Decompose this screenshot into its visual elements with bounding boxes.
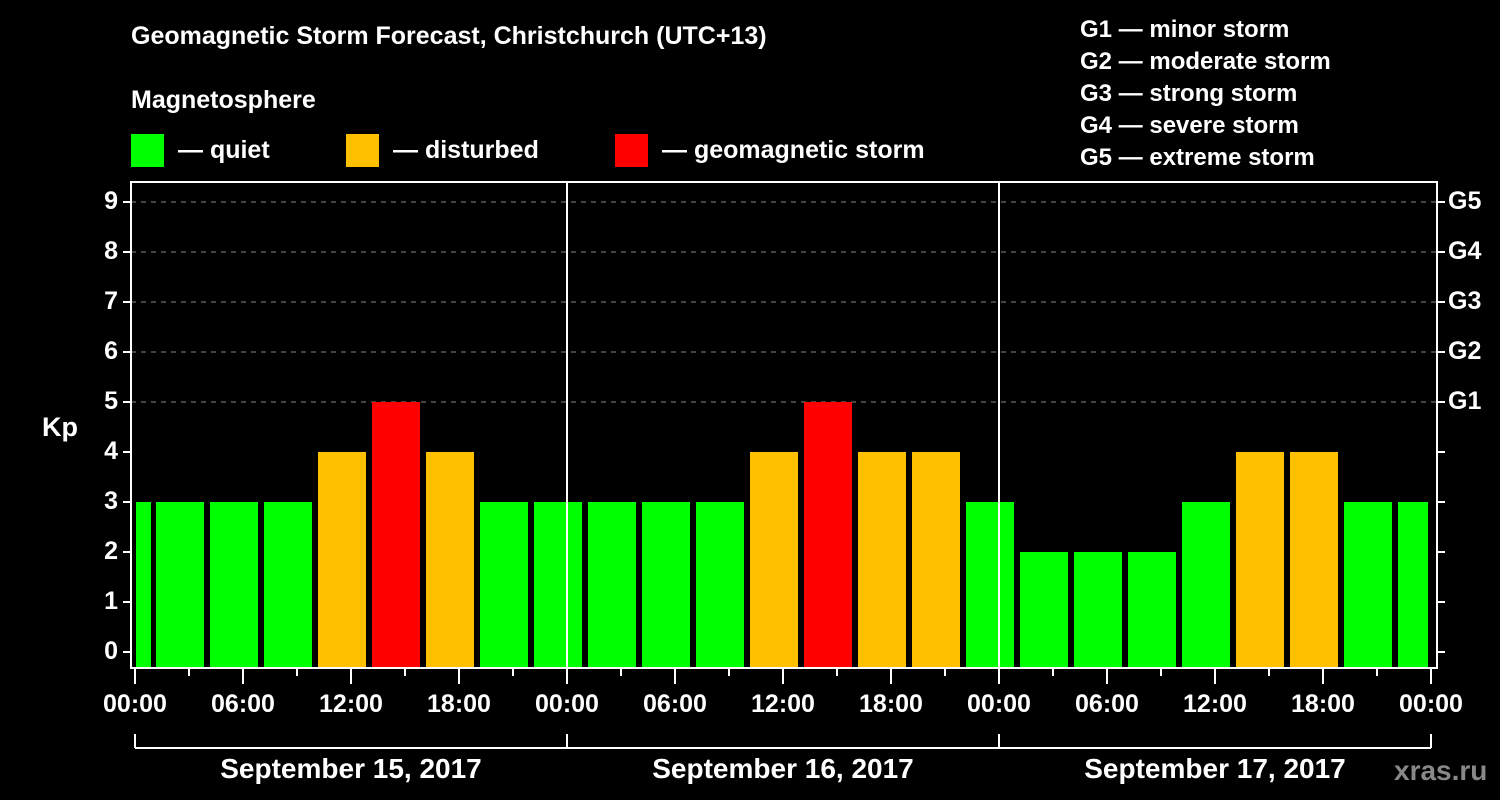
kp-bar <box>136 502 151 667</box>
x-tick-label: 00:00 <box>1399 690 1463 718</box>
storm-scale-g5: G5 — extreme storm <box>1080 144 1315 171</box>
storm-swatch <box>615 133 648 167</box>
y-tick-label: 2 <box>104 537 118 565</box>
kp-bar <box>534 502 582 667</box>
kp-bar <box>480 502 528 667</box>
storm-scale-g4: G4 — severe storm <box>1080 112 1299 139</box>
kp-bar <box>426 452 474 667</box>
kp-bar <box>750 452 798 667</box>
storm-scale-legend: G1 — minor storm G2 — moderate storm G3 … <box>1080 14 1331 174</box>
y-tick-label: 1 <box>104 587 118 615</box>
y-tick-label: 9 <box>104 187 118 215</box>
g-scale-label: G1 <box>1448 387 1482 415</box>
kp-bar <box>1290 452 1338 667</box>
y-tick-label: 8 <box>104 237 118 265</box>
chart-title: Geomagnetic Storm Forecast, Christchurch… <box>131 22 767 50</box>
kp-bar <box>966 502 1014 667</box>
kp-bar <box>1074 552 1122 667</box>
kp-bar <box>1128 552 1176 667</box>
watermark: xras.ru <box>1394 755 1488 786</box>
y-tick-label: 4 <box>104 437 118 465</box>
g-scale-label: G4 <box>1448 237 1482 265</box>
kp-bar <box>372 402 420 667</box>
kp-bar <box>318 452 366 667</box>
y-axis-label: Kp <box>42 412 78 442</box>
legend-quiet: — quiet <box>131 133 270 167</box>
legend-disturbed-label: — disturbed <box>393 135 539 164</box>
kp-bar <box>264 502 312 667</box>
legend-disturbed: — disturbed <box>346 133 539 167</box>
x-tick-label: 00:00 <box>535 690 599 718</box>
x-tick-label: 06:00 <box>1075 690 1139 718</box>
quiet-swatch <box>131 133 164 167</box>
date-label: September 15, 2017 <box>220 753 482 784</box>
kp-bar <box>1398 502 1428 667</box>
kp-bar <box>156 502 204 667</box>
g-scale-label: G2 <box>1448 337 1482 365</box>
kp-bar <box>1344 502 1392 667</box>
y-tick-label: 6 <box>104 337 118 365</box>
kp-bar <box>210 502 258 667</box>
kp-bar <box>804 402 852 667</box>
kp-bar <box>912 452 960 667</box>
x-tick-label: 18:00 <box>427 690 491 718</box>
x-tick-label: 12:00 <box>319 690 383 718</box>
kp-bar <box>858 452 906 667</box>
magnetosphere-label: Magnetosphere <box>131 86 316 114</box>
g-scale-label: G5 <box>1448 187 1482 215</box>
legend-storm-label: — geomagnetic storm <box>662 135 925 164</box>
legend-storm: — geomagnetic storm <box>615 133 925 167</box>
storm-scale-g1: G1 — minor storm <box>1080 16 1290 43</box>
y-tick-label: 0 <box>104 637 118 665</box>
x-tick-label: 18:00 <box>1291 690 1355 718</box>
kp-bar <box>696 502 744 667</box>
x-tick-label: 00:00 <box>103 690 167 718</box>
g-scale-label: G3 <box>1448 287 1482 315</box>
y-tick-label: 7 <box>104 287 118 315</box>
y-tick-label: 5 <box>104 387 118 415</box>
x-tick-label: 12:00 <box>1183 690 1247 718</box>
legend-quiet-label: — quiet <box>178 135 270 164</box>
kp-bar <box>588 502 636 667</box>
plot-area <box>123 181 1445 749</box>
date-label: September 16, 2017 <box>652 753 914 784</box>
kp-bar <box>1020 552 1068 667</box>
kp-bar <box>1236 452 1284 667</box>
date-label: September 17, 2017 <box>1084 753 1346 784</box>
kp-bar <box>642 502 690 667</box>
x-tick-label: 12:00 <box>751 690 815 718</box>
storm-scale-g3: G3 — strong storm <box>1080 80 1298 107</box>
x-tick-label: 18:00 <box>859 690 923 718</box>
y-tick-label: 3 <box>104 487 118 515</box>
disturbed-swatch <box>346 133 379 167</box>
storm-scale-g2: G2 — moderate storm <box>1080 48 1331 75</box>
x-tick-label: 06:00 <box>643 690 707 718</box>
x-tick-label: 06:00 <box>211 690 275 718</box>
kp-bar <box>1182 502 1230 667</box>
x-tick-label: 00:00 <box>967 690 1031 718</box>
